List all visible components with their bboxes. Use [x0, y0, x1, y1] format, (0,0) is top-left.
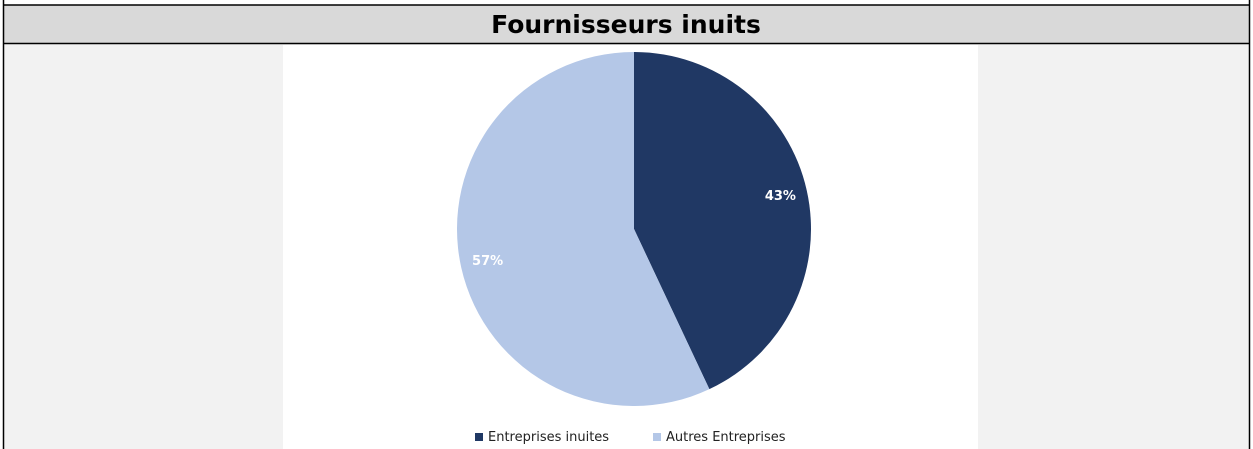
legend-label: Entreprises inuites [488, 430, 609, 445]
legend-swatch [653, 433, 661, 441]
previous-row [3, 0, 1250, 5]
legend-label: Autres Entreprises [666, 430, 786, 445]
data-label: 43% [765, 189, 796, 204]
header-cell [3, 5, 1250, 43]
pie-slice [634, 52, 811, 390]
pie-slice [456, 52, 710, 407]
data-label: 57% [472, 254, 503, 269]
chart-title: Fournisseurs inuits [491, 10, 761, 39]
legend-swatch [475, 433, 483, 441]
